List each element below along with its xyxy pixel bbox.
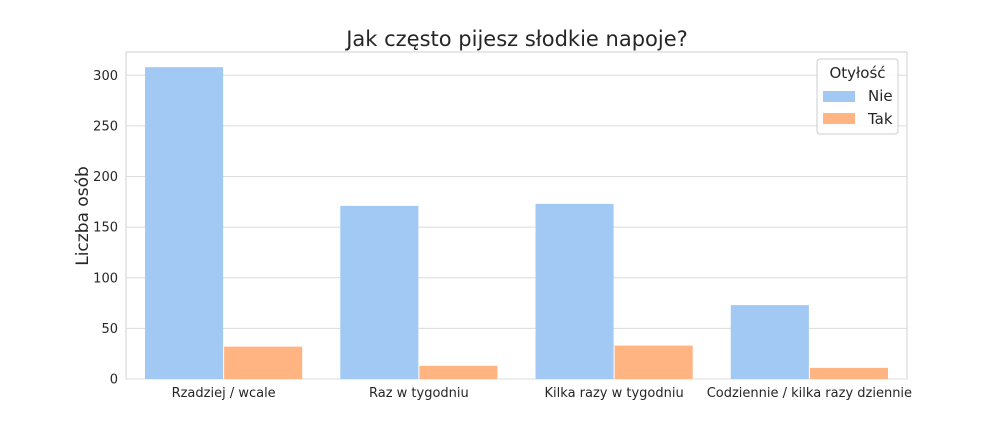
- bar-tak-3: [809, 367, 888, 379]
- legend-label-tak: Tak: [867, 110, 893, 128]
- y-tick-labels: 0 50 100 150 200 250 300: [93, 69, 118, 388]
- bar-tak-2: [614, 345, 693, 379]
- y-axis-label: Liczba osób: [73, 166, 93, 266]
- x-tick-label: Raz w tygodniu: [369, 386, 469, 401]
- legend: Otyłość Nie Tak: [816, 58, 899, 135]
- chart-title: Jak często pijesz słodkie napoje?: [344, 27, 688, 51]
- y-tick-label: 100: [93, 271, 118, 286]
- y-tick-label: 50: [101, 322, 118, 337]
- legend-swatch-nie: [823, 91, 855, 102]
- bar-nie-2: [535, 203, 614, 379]
- legend-title: Otyłość: [829, 64, 885, 82]
- legend-label-nie: Nie: [868, 87, 893, 105]
- bar-tak-1: [419, 365, 498, 379]
- y-tick-label: 300: [93, 69, 118, 84]
- x-tick-labels: Rzadziej / wcale Raz w tygodniu Kilka razy…: [172, 386, 912, 401]
- y-tick-label: 150: [93, 221, 118, 236]
- legend-swatch-tak: [823, 113, 855, 124]
- x-tick-label: Kilka razy w tygodniu: [545, 386, 684, 401]
- bars: [145, 67, 888, 379]
- bar-nie-1: [340, 205, 419, 379]
- y-tick-label: 0: [110, 373, 118, 388]
- x-tick-label: Rzadziej / wcale: [172, 386, 276, 401]
- bar-nie-3: [730, 305, 809, 379]
- y-tick-label: 200: [93, 170, 118, 185]
- y-tick-label: 250: [93, 119, 118, 134]
- x-tick-label: Codziennie / kilka razy dziennie: [707, 386, 912, 401]
- bar-nie-0: [145, 67, 224, 379]
- bar-tak-0: [224, 346, 303, 379]
